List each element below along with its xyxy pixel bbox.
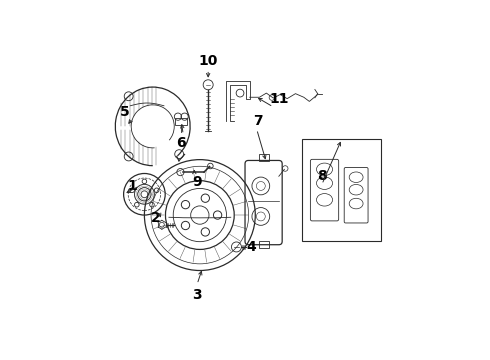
Text: 4: 4 (246, 240, 256, 254)
Text: 3: 3 (192, 288, 202, 302)
Bar (259, 154, 269, 161)
Bar (259, 242, 269, 248)
Text: 9: 9 (192, 175, 202, 189)
Text: 11: 11 (269, 92, 289, 105)
Text: 2: 2 (150, 211, 160, 225)
Text: 8: 8 (317, 169, 327, 183)
Bar (302, 139, 381, 242)
Text: 7: 7 (253, 114, 263, 128)
Text: 10: 10 (198, 54, 218, 68)
Bar (175, 118, 187, 125)
Text: 1: 1 (127, 179, 137, 193)
Text: 5: 5 (120, 105, 130, 120)
Text: 6: 6 (175, 136, 185, 150)
